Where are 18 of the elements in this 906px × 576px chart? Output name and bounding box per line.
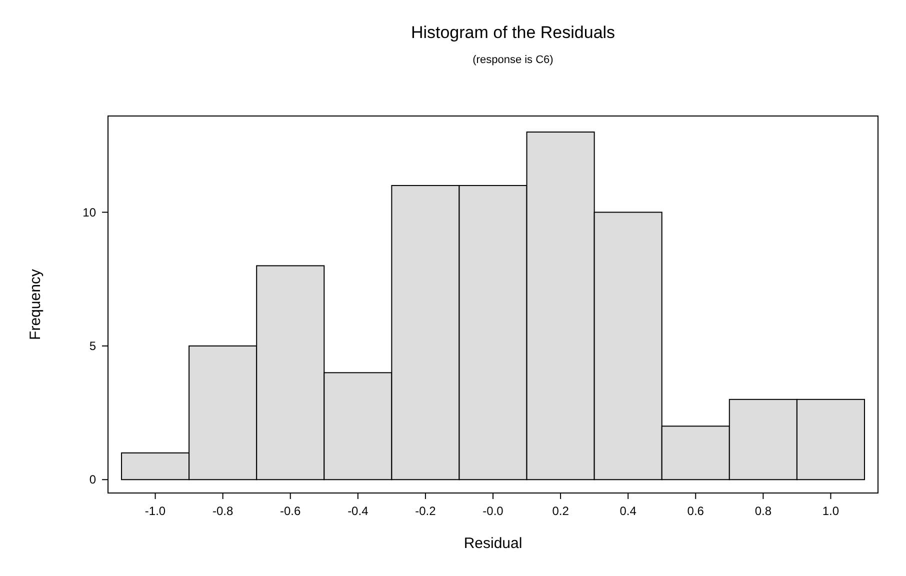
y-tick-label: 5	[89, 338, 96, 353]
x-tick-label: 0.2	[552, 504, 570, 518]
x-tick-label: -0.4	[348, 504, 369, 518]
y-tick-label: 0	[89, 472, 96, 487]
y-tick-label: 10	[82, 205, 96, 220]
chart-title: Histogram of the Residuals	[410, 23, 616, 42]
x-tick-label: -0.0	[482, 504, 504, 518]
y-axis-title: Frequency	[27, 268, 44, 340]
x-axis-title: Residual	[464, 535, 522, 552]
chart-subtitle: (response is C6)	[472, 54, 554, 66]
x-tick-label: -1.0	[144, 504, 166, 518]
x-tick-label: 0.8	[754, 504, 772, 518]
x-tick-label: 0.4	[620, 504, 637, 518]
x-tick-label: -0.8	[212, 504, 234, 518]
x-tick-label: -0.6	[280, 504, 302, 518]
x-tick-label: -0.2	[415, 504, 436, 518]
x-tick-label: 0.6	[687, 504, 704, 518]
x-tick-label: 1.0	[822, 504, 840, 518]
